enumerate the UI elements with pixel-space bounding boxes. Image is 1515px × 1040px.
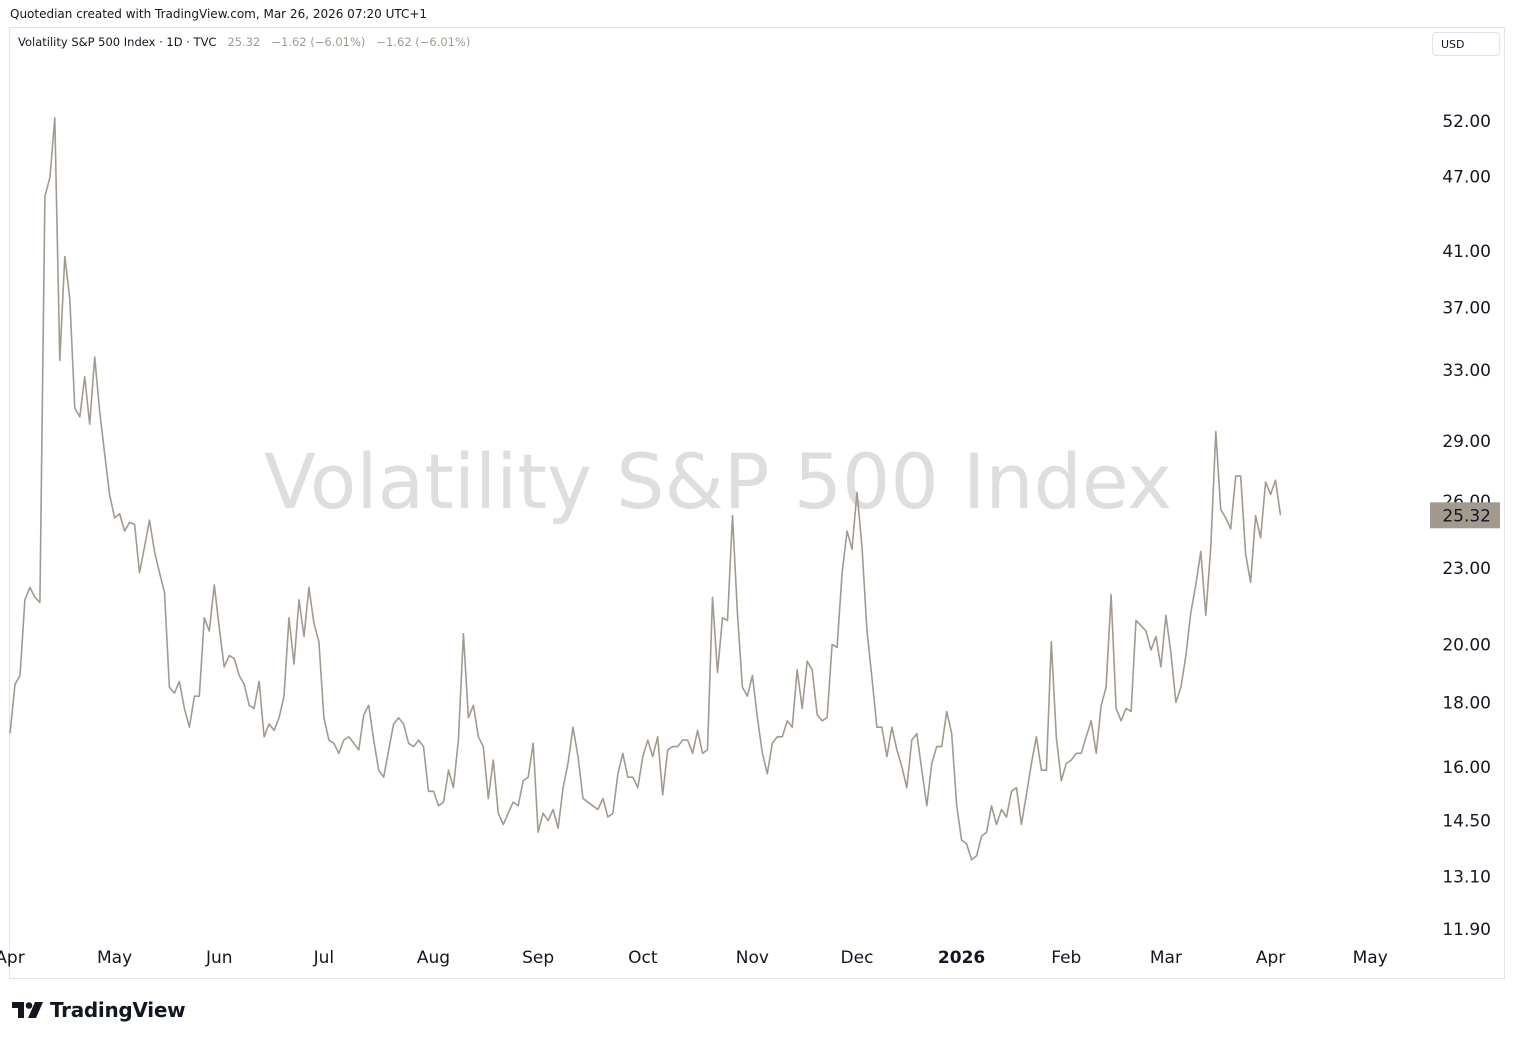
price-line	[9, 117, 1282, 861]
x-tick-label: Apr	[1256, 948, 1285, 968]
symbol-legend[interactable]: Volatility S&P 500 Index · 1D · TVC 25.3…	[18, 35, 470, 49]
x-tick-label: Jul	[313, 948, 335, 968]
tradingview-logo-icon	[12, 1002, 43, 1018]
y-tick-label: 23.00	[1442, 559, 1491, 579]
x-tick-label: Mar	[1150, 948, 1182, 968]
price-axis[interactable]: 52.0047.0041.0037.0033.0029.0026.0023.00…	[1442, 112, 1491, 940]
y-tick-label: 29.00	[1442, 432, 1491, 452]
x-tick-label: Feb	[1051, 948, 1081, 968]
x-tick-label: May	[97, 948, 132, 968]
y-tick-label: 16.00	[1442, 758, 1491, 778]
tradingview-logo[interactable]: TradingView	[12, 998, 186, 1022]
x-tick-label: Apr	[0, 948, 25, 968]
y-tick-label: 37.00	[1442, 299, 1491, 319]
y-tick-label: 13.10	[1442, 867, 1491, 887]
y-tick-label: 20.00	[1442, 636, 1491, 656]
y-tick-label: 11.90	[1442, 920, 1491, 940]
legend-symbol: Volatility S&P 500 Index · 1D · TVC	[18, 35, 217, 49]
last-price-badge-bg	[1430, 502, 1500, 529]
y-tick-label: 52.00	[1442, 112, 1491, 132]
last-price-badge: 25.32	[1430, 502, 1500, 529]
legend-last-value: 25.32	[227, 35, 261, 49]
y-tick-label: 18.00	[1442, 693, 1491, 713]
x-tick-label: Sep	[522, 948, 554, 968]
x-tick-label: 2026	[938, 948, 985, 968]
y-tick-label: 47.00	[1442, 167, 1491, 187]
x-tick-label: Nov	[736, 948, 769, 968]
legend-change: −1.62 (−6.01%)	[271, 35, 366, 49]
symbol-watermark: Volatility S&P 500 Index	[264, 437, 1172, 526]
x-tick-label: Aug	[417, 948, 450, 968]
x-tick-label: May	[1353, 948, 1388, 968]
last-price-label: 25.32	[1442, 506, 1491, 526]
y-tick-label: 41.00	[1442, 242, 1491, 262]
time-axis[interactable]: Apr May Jun Jul Aug Sep Oct Nov Dec 2026 Feb Mar Apr…	[0, 948, 1388, 968]
chart-attribution: Quotedian created with TradingView.com, …	[10, 7, 428, 21]
x-tick-label: Oct	[628, 948, 658, 968]
x-tick-label: Dec	[841, 948, 874, 968]
y-tick-label: 33.00	[1442, 361, 1491, 381]
legend-change-secondary: −1.62 (−6.01%)	[376, 35, 471, 49]
y-tick-label: 14.50	[1442, 812, 1491, 832]
chart-frame	[9, 27, 1505, 979]
tradingview-logo-text: TradingView	[50, 998, 186, 1022]
x-tick-label: Jun	[205, 948, 233, 968]
currency-button[interactable]: USD	[1432, 32, 1500, 56]
